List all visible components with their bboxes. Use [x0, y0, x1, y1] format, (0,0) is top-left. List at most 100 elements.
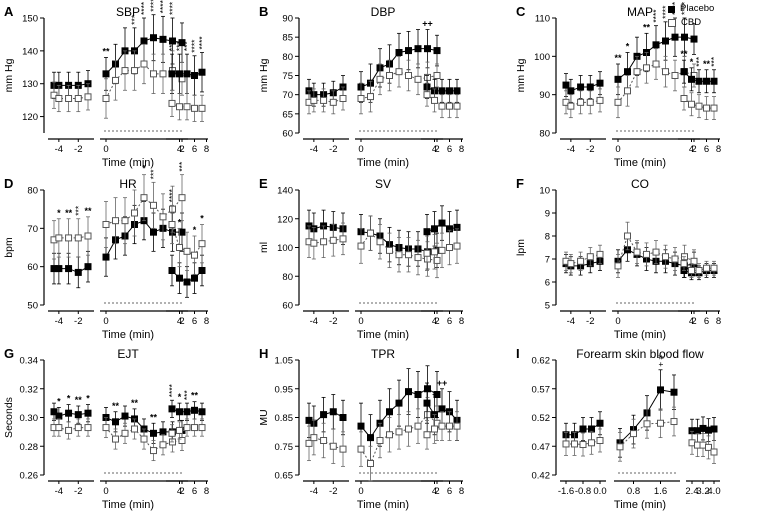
placebo-point — [339, 414, 347, 421]
x-tick-label: -2 — [74, 316, 82, 327]
y-tick-label: 80 — [282, 272, 293, 283]
cbd-point — [414, 254, 422, 262]
y-tick-label: 0.65 — [275, 471, 294, 482]
significance-marker: **** — [167, 188, 177, 202]
y-tick-label: 70 — [282, 90, 293, 101]
panel-g: G EJT 0.26 0.28 0.30 0.32 0.34 Seconds -4 -2 0 24 6 8… — [3, 346, 209, 511]
panel-e: E SV 60 80 100 120 140 ml -4 -2 0 24 6 8 Time (min) — [258, 176, 464, 341]
cbd-point — [703, 104, 710, 112]
placebo-point — [596, 419, 604, 427]
x-tick-label: 8 — [459, 486, 464, 497]
cbd-point — [695, 267, 703, 274]
placebo-point — [102, 70, 110, 78]
y-tick-label: 7 — [545, 255, 550, 266]
significance-marker: **** — [167, 37, 177, 51]
significance-marker: *** — [694, 56, 704, 67]
placebo-point — [150, 429, 157, 437]
cbd-point — [131, 209, 138, 217]
y-tick-label: 0.30 — [20, 413, 39, 424]
significance-marker: +++ # — [663, 0, 686, 1]
panel-title: Forearm skin blood flow — [576, 347, 704, 361]
cbd-point — [624, 232, 631, 240]
cbd-point — [571, 440, 578, 448]
x-tick-label: 6 — [192, 316, 197, 327]
cbd-point — [140, 60, 148, 68]
cbd-point — [433, 72, 441, 79]
significance-marker: ** — [84, 206, 92, 216]
x-tick-label: 4 — [689, 144, 694, 155]
x-tick-label: 4 — [432, 316, 437, 327]
cbd-point — [198, 240, 206, 248]
cbd-point — [586, 253, 594, 261]
cbd-point — [168, 221, 176, 228]
y-tick-label: 60 — [282, 301, 293, 312]
legend-swatch-cbd — [668, 19, 676, 27]
x-tick-label: -4 — [310, 316, 318, 327]
placebo-point — [433, 47, 441, 55]
placebo-point — [614, 75, 622, 83]
x-tick-label: 8 — [204, 316, 209, 327]
placebo-point — [50, 408, 58, 416]
x-tick-label: 0.0 — [593, 486, 606, 497]
cbd-point — [386, 246, 393, 254]
cbd-point — [320, 238, 328, 246]
x-tick-label: -4 — [55, 316, 63, 327]
cbd-point — [671, 72, 679, 79]
y-tick-label: 100 — [534, 52, 550, 63]
cbd-point — [74, 234, 82, 242]
placebo-point — [657, 386, 664, 394]
y-tick-label: 75 — [282, 71, 293, 82]
cbd-point — [670, 418, 678, 426]
cbd-point — [140, 194, 148, 202]
cbd-point — [176, 103, 183, 111]
placebo-point — [176, 274, 183, 282]
x-tick-label: -0.8 — [575, 486, 591, 497]
cbd-point — [150, 70, 157, 78]
panel-i: I Forearm skin blood flow 0.42 0.47 0.52 0.57… — [516, 346, 721, 511]
placebo-point — [670, 388, 678, 396]
cbd-point — [614, 98, 622, 106]
panel-title: EJT — [117, 347, 139, 361]
x-tick-label: 0 — [358, 316, 363, 327]
significance-marker: **** — [168, 1, 178, 15]
significance-marker: * — [142, 164, 146, 174]
cbd-point — [431, 425, 438, 433]
cbd-point — [710, 104, 718, 112]
placebo-point — [159, 428, 167, 436]
y-axis-label: MU — [258, 409, 270, 425]
cbd-point — [198, 424, 206, 432]
cbd-point — [624, 87, 631, 95]
placebo-point — [367, 434, 374, 442]
cbd-point — [140, 435, 148, 443]
cbd-point — [414, 75, 422, 83]
cbd-point — [577, 257, 585, 265]
cbd-line — [360, 413, 438, 465]
placebo-point — [168, 267, 176, 274]
panel-h: H TPR 0.65 0.75 0.85 0.95 1.05 MU -4 -2 0 24 6 8 Time … — [258, 346, 464, 511]
cbd-point — [367, 93, 374, 101]
cbd-point — [191, 424, 198, 432]
y-tick-label: 8 — [545, 232, 550, 243]
significance-marker: ++ — [422, 19, 433, 29]
placebo-point — [102, 253, 110, 261]
x-tick-label: 2 — [179, 316, 184, 327]
cbd-point — [84, 93, 92, 101]
x-tick-label: 4 — [177, 486, 182, 497]
cbd-point — [633, 68, 641, 76]
cbd-point — [121, 429, 129, 437]
placebo-point — [121, 412, 129, 420]
cbd-point — [414, 422, 422, 430]
cbd-point — [65, 234, 73, 242]
significance-marker: ** — [65, 208, 73, 218]
cbd-point — [395, 428, 403, 436]
y-axis-label: mm Hg — [3, 58, 15, 92]
cbd-point — [431, 96, 438, 104]
significance-marker: * — [57, 396, 61, 406]
x-tick-label: -2 — [74, 144, 82, 155]
legend-label-cbd: CBD — [681, 17, 702, 28]
panel-letter: B — [259, 4, 268, 19]
x-tick-label: 6 — [447, 486, 452, 497]
cbd-point — [405, 72, 412, 79]
significance-marker: *** — [709, 56, 719, 67]
placebo-point — [357, 422, 365, 430]
